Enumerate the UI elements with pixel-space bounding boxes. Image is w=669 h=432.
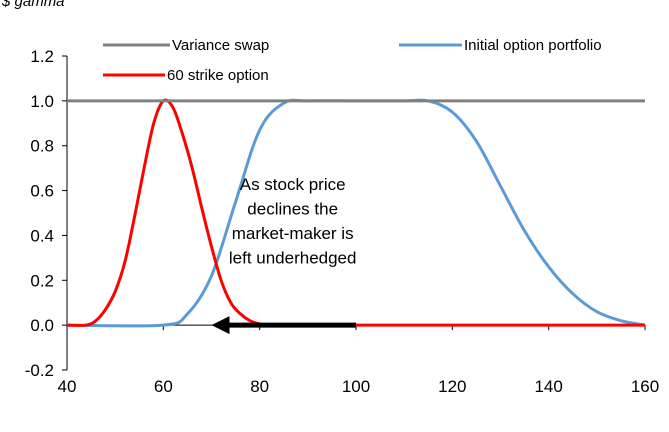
y-tick-label: -0.2 [25, 361, 54, 380]
y-axis: -0.2 0.0 0.2 0.4 0.6 0.8 1.0 1.2 [25, 47, 68, 380]
x-tick-label: 100 [342, 377, 370, 396]
y-tick-label: 0.8 [30, 137, 54, 156]
annotation-line: left underhedged [229, 249, 357, 268]
legend-label-initial-option-portfolio: Initial option portfolio [464, 37, 602, 54]
legend-label-variance-swap: Variance swap [172, 37, 269, 54]
y-tick-label: 1.2 [30, 47, 54, 66]
x-tick-label: 60 [154, 377, 173, 396]
annotation-line: As stock price [240, 175, 346, 194]
arrow-head [211, 316, 230, 335]
annotation: As stock price declines the market-maker i… [229, 175, 357, 268]
y-tick-label: 0.0 [30, 316, 54, 335]
x-tick-label: 120 [438, 377, 466, 396]
arrow [211, 316, 356, 335]
y-tick-label: 0.4 [30, 226, 54, 245]
y-tick-label: 0.2 [30, 271, 54, 290]
x-tick-label: 80 [250, 377, 269, 396]
y-axis-label: $ gamma [1, 0, 65, 10]
y-tick-label: 1.0 [30, 92, 54, 111]
x-tick-label: 40 [58, 377, 77, 396]
series-line-initial-option-portfolio [66, 98, 646, 328]
series-lines [66, 98, 646, 328]
x-tick-label: 140 [534, 377, 562, 396]
series-line-60-strike-option [66, 98, 646, 327]
legend-label-60-strike-option: 60 strike option [167, 67, 269, 84]
annotation-line: market-maker is [232, 224, 354, 243]
x-tick-label: 160 [631, 377, 659, 396]
annotation-line: declines the [247, 200, 338, 219]
legend: Variance swap Initial option portfolio 60 … [103, 37, 602, 84]
y-tick-label: 0.6 [30, 182, 54, 201]
x-axis: 40 60 80 100 120 140 160 [58, 324, 659, 396]
